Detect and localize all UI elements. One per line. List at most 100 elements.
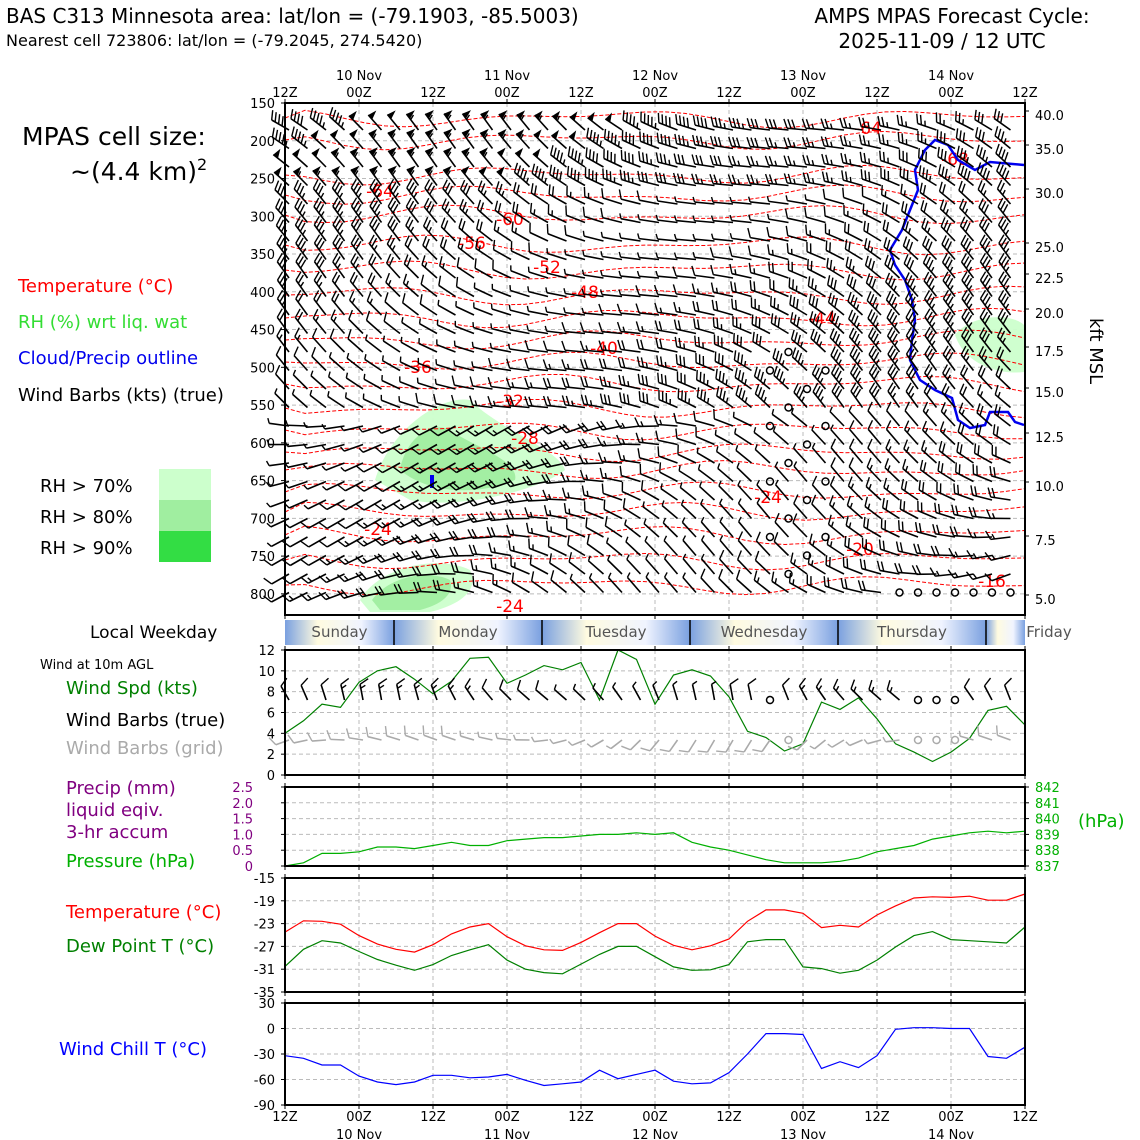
wind-barb (961, 271, 975, 297)
wind-barb (466, 425, 493, 437)
barb-flag (503, 462, 512, 471)
wind-barb (303, 499, 327, 510)
barb-flag (924, 326, 931, 336)
barb-shaft (369, 205, 383, 223)
bottom-date-label: 12 Nov (632, 1128, 678, 1140)
barb-shaft (750, 182, 771, 187)
wind-barb (787, 739, 808, 751)
barb-half (700, 553, 705, 560)
barb-half (771, 408, 775, 415)
barb-flag (293, 111, 297, 122)
barb-flag (619, 392, 622, 403)
barb-flag (390, 182, 397, 192)
barb-flag (487, 377, 492, 387)
barb-shaft (768, 200, 789, 205)
barb-flag (908, 241, 914, 252)
barb-flag (585, 517, 588, 528)
top-hour-tick-label: 00Z (642, 86, 668, 101)
barb-flag (898, 149, 901, 160)
wind-barb (596, 420, 623, 431)
bottom-hour-tick-label: 12Z (568, 1110, 594, 1125)
barb-flag (561, 359, 566, 369)
pressure-tick-label: 842 (1035, 781, 1060, 796)
bottom-date-label: 11 Nov (484, 1128, 530, 1140)
barb-flag (369, 197, 376, 207)
wind-barb (618, 251, 641, 261)
barb-shaft (400, 499, 419, 511)
wind-barb (774, 461, 790, 483)
barb-flag (470, 512, 478, 522)
barb-flag (962, 219, 968, 230)
barb-flag (982, 167, 988, 178)
barb-flag (700, 117, 704, 128)
wind-barb (826, 534, 845, 557)
hpa-tick-label: 400 (250, 286, 275, 301)
wind-barb (754, 444, 771, 464)
barb-shaft (381, 443, 401, 454)
barb-shaft (612, 686, 623, 701)
barb-shaft (756, 484, 771, 501)
isotherm-label: -68 (941, 150, 969, 170)
barb-flag (488, 495, 496, 504)
barb-shaft (676, 310, 697, 316)
wind-barb (374, 499, 401, 511)
barb-flag (581, 422, 589, 431)
barb-half (763, 378, 767, 385)
barb-half (673, 233, 677, 240)
isotherm (284, 285, 1026, 306)
barb-flag (741, 390, 746, 401)
barb-flag (599, 467, 604, 478)
barb-flag (355, 572, 364, 581)
barb-flag (566, 519, 568, 529)
barb-flag (316, 237, 323, 247)
barb-flag (713, 174, 718, 185)
barb-flag (920, 502, 923, 513)
wind-barb (673, 319, 697, 335)
barb-shaft (658, 455, 678, 464)
wind-barb (868, 345, 882, 371)
wind-barb (436, 319, 456, 335)
barb-half (686, 141, 689, 147)
barb-shaft (454, 345, 475, 353)
barb-flag (953, 483, 956, 494)
barb-flag (440, 725, 443, 736)
barb-half (362, 540, 368, 545)
barb-half (729, 215, 733, 221)
wind-barb (832, 678, 845, 701)
barb-flag (387, 216, 394, 226)
barb-flag (433, 516, 441, 525)
barb-shaft (331, 187, 346, 205)
wind-barb (424, 128, 438, 149)
barb-half (931, 303, 936, 309)
wind-barb (453, 360, 475, 372)
wind-barb (411, 550, 438, 561)
barb-pennant (533, 148, 541, 158)
barb-shaft (687, 739, 697, 753)
barb-flag (955, 505, 959, 516)
barb-flag (755, 531, 761, 542)
precip-tick-label: 0 (245, 860, 253, 875)
wind-barb (292, 166, 309, 187)
barb-flag (660, 373, 664, 384)
barb-half (397, 684, 403, 689)
barb-flag (511, 572, 515, 583)
barb-flag (1001, 167, 1007, 178)
barb-flag (807, 553, 811, 564)
wind-barb (784, 347, 793, 357)
wind-barb (764, 137, 789, 150)
barb-flag (378, 585, 385, 595)
barb-shaft (768, 235, 789, 242)
barb-pennant (462, 110, 472, 119)
wind-barb (558, 423, 586, 434)
hpa-tick-label: 450 (250, 324, 275, 339)
wind-barb (572, 683, 586, 701)
barb-half (447, 132, 452, 139)
barb-shaft (565, 386, 586, 390)
barb-flag (632, 135, 635, 146)
barb-half (782, 378, 786, 384)
barb-flag (619, 465, 623, 476)
barb-flag (544, 425, 553, 433)
cycle-line-2: 2025-11-09 / 12 UTC (838, 29, 1045, 53)
barb-flag (313, 215, 320, 226)
